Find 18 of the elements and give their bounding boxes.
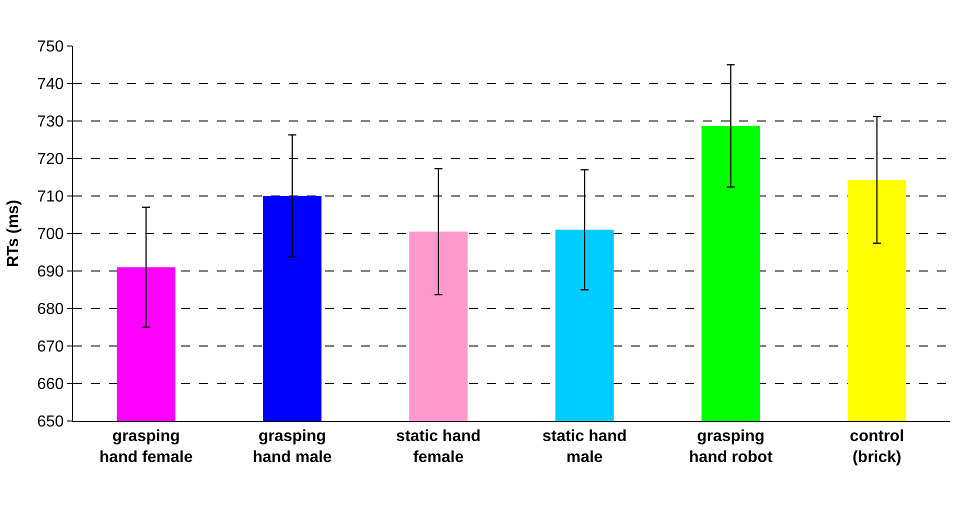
y-tick-label: 720	[37, 151, 64, 168]
x-tick-label: grasping hand robot	[688, 428, 774, 466]
x-tick-label: static hand female	[396, 428, 481, 466]
y-tick-label: 710	[37, 188, 64, 206]
x-tick-label: grasping hand female	[99, 428, 193, 466]
y-tick-label: 690	[37, 264, 64, 281]
y-tick-label: 750	[37, 38, 64, 56]
y-tick-label: 680	[37, 301, 64, 318]
y-tick-label: 700	[37, 226, 64, 244]
y-tick-label: 660	[37, 376, 64, 394]
y-tick-label: 740	[37, 76, 64, 94]
x-tick-label: static hand male	[542, 428, 627, 466]
y-tick-label: 650	[37, 414, 64, 431]
y-tick-label: 670	[37, 338, 64, 356]
x-tick-label: control (brick)	[850, 428, 904, 466]
x-tick-label: grasping hand male	[252, 428, 332, 466]
y-axis-title: RTs (ms)	[4, 200, 22, 268]
y-tick-label: 730	[37, 114, 64, 131]
